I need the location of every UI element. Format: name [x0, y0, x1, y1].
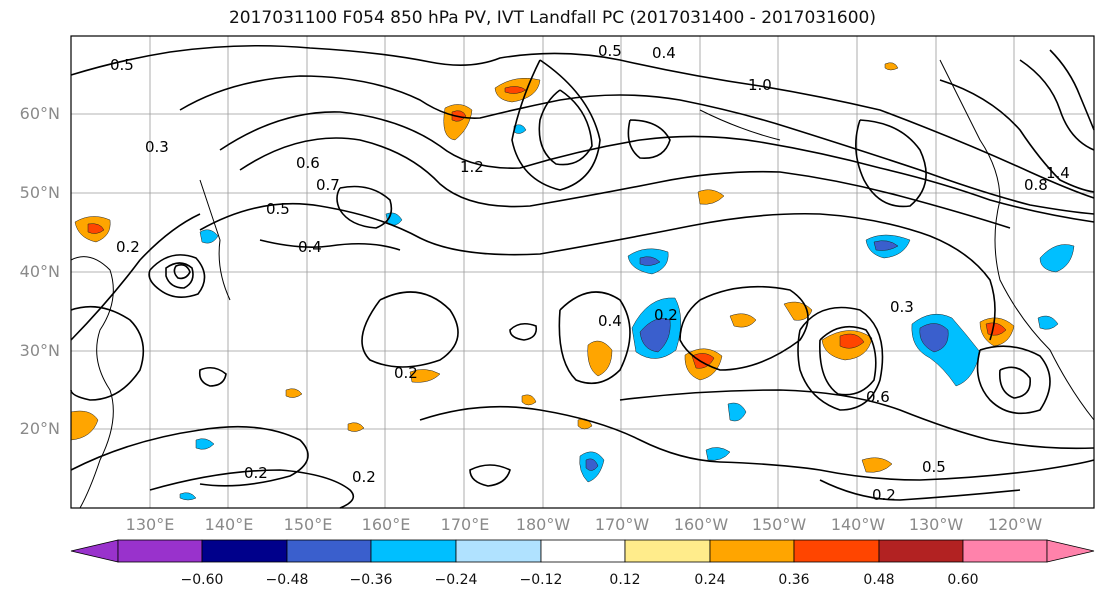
lon-label: 170°W [594, 515, 650, 534]
contour-label: 1.2 [460, 158, 484, 176]
coastlines [70, 59, 1095, 509]
contour-label: 0.5 [266, 200, 290, 218]
contour-label: 0.2 [872, 486, 896, 504]
lon-label: 130°E [125, 515, 175, 534]
map-title: 2017031100 F054 850 hPa PV, IVT Landfall… [228, 8, 876, 28]
contour-label: 0.3 [145, 138, 169, 156]
contour-label: 0.6 [866, 388, 890, 406]
shaded-anomalies [70, 62, 1075, 501]
colorbar [70, 539, 1095, 563]
colorbar-tick-label: −0.60 [180, 572, 224, 588]
contour-label: 0.2 [352, 468, 376, 486]
lat-label: 50°N [19, 183, 60, 202]
contour-label: 0.4 [298, 238, 322, 256]
contour-label: 0.4 [652, 44, 676, 62]
colorbar-tick-label: 0.12 [609, 572, 641, 588]
contour-label: 1.0 [748, 76, 772, 94]
graticule [71, 36, 1094, 508]
colorbar-extend-high [1046, 539, 1095, 563]
contour-label: 0.7 [316, 176, 340, 194]
lon-label: 160°E [361, 515, 411, 534]
lat-label: 40°N [19, 262, 60, 281]
colorbar-tick-label: −0.24 [434, 572, 478, 588]
contour-label: 0.5 [598, 42, 622, 60]
colorbar-tick-label: −0.48 [265, 572, 309, 588]
lon-label: 140°E [204, 515, 254, 534]
contour-label: 0.5 [922, 458, 946, 476]
contour-label: 0.2 [116, 238, 140, 256]
colorbar-tick-label: 0.24 [694, 572, 726, 588]
contour-label: 0.2 [394, 364, 418, 382]
lat-label: 30°N [19, 341, 60, 360]
lon-label: 150°E [283, 515, 333, 534]
lon-label: 160°W [673, 515, 729, 534]
colorbar-tick-label: −0.12 [519, 572, 563, 588]
colorbar-tick-label: −0.36 [349, 572, 393, 588]
contour-label: 0.2 [244, 464, 268, 482]
lon-label: 120°W [987, 515, 1043, 534]
contour-label: 0.4 [598, 312, 622, 330]
contour-label: 0.3 [890, 298, 914, 316]
pv-contours [70, 44, 1095, 509]
lon-label: 170°E [440, 515, 490, 534]
lon-label: 130°W [908, 515, 964, 534]
contour-label: 0.2 [654, 306, 678, 324]
colorbar-extend-low [70, 539, 119, 563]
colorbar-tick-label: 0.36 [778, 572, 810, 588]
lon-label: 140°W [830, 515, 886, 534]
contour-label: 0.8 [1024, 176, 1048, 194]
contour-labels: 0.5 0.4 0.5 1.0 0.3 1.2 0.6 0.7 0.5 0.4 … [110, 42, 1070, 504]
colorbar-tick-label: 0.60 [947, 572, 979, 588]
lat-label: 20°N [19, 419, 60, 438]
map-frame [70, 35, 1095, 509]
lon-label: 150°W [751, 515, 807, 534]
lat-label: 60°N [19, 104, 60, 123]
colorbar-tick-label: 0.48 [863, 572, 895, 588]
contour-label: 0.6 [296, 154, 320, 172]
lon-label: 180°W [515, 515, 571, 534]
contour-label: 1.4 [1046, 164, 1070, 182]
contour-label: 0.5 [110, 56, 134, 74]
